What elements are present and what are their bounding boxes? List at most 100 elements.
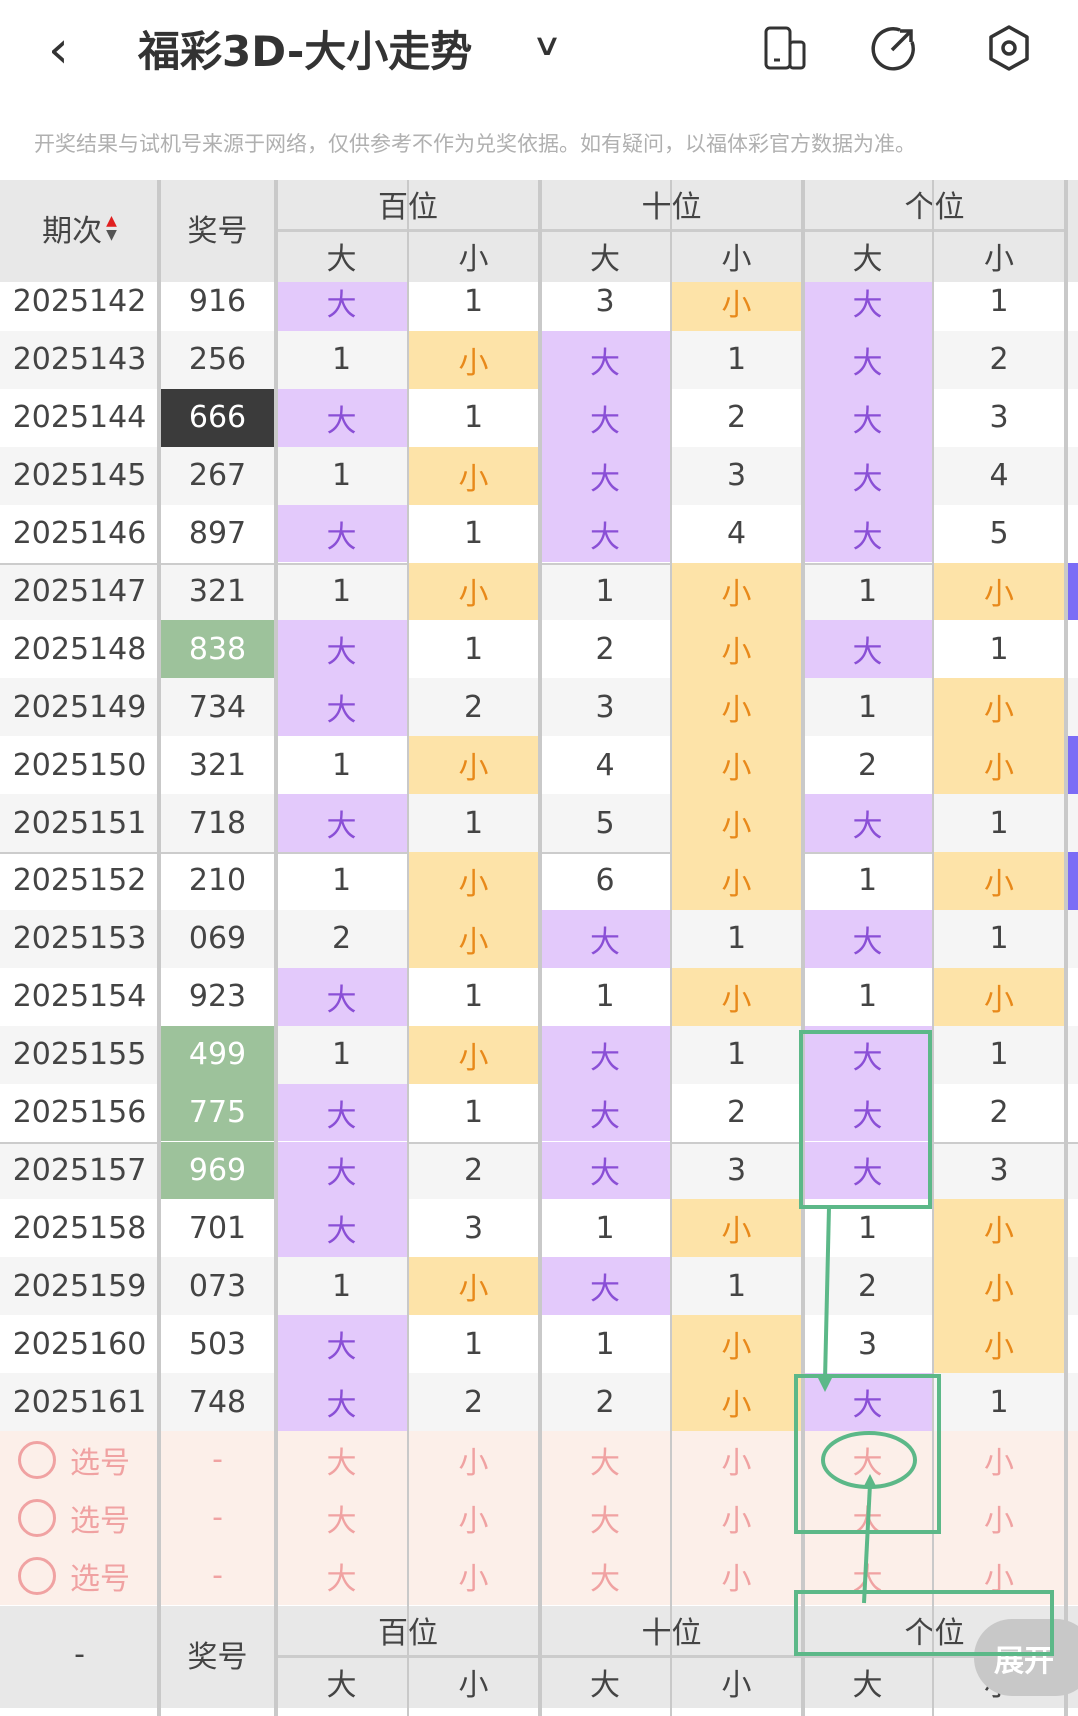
pick-small-option[interactable]: 小 bbox=[458, 1445, 489, 1481]
big-cell: 大 bbox=[803, 504, 932, 563]
expand-button[interactable]: 展开 bbox=[974, 1619, 1078, 1696]
share-icon[interactable] bbox=[870, 24, 918, 72]
miss-count-cell: 3 bbox=[463, 1210, 484, 1246]
miss-count-cell: 4 bbox=[595, 747, 615, 783]
big-cell: 大 bbox=[540, 1141, 670, 1200]
big-cell: 大 bbox=[803, 794, 932, 852]
number-cell: 969 bbox=[159, 1141, 276, 1200]
small-cell: 小 bbox=[407, 562, 540, 621]
miss-count-cell: 1 bbox=[726, 1037, 747, 1073]
page-title[interactable]: 福彩3D-大小走势 bbox=[138, 27, 473, 76]
period-cell: 2025147 bbox=[12, 573, 147, 609]
small-cell: 小 bbox=[932, 852, 1066, 910]
miss-count-cell: 3 bbox=[989, 400, 1009, 436]
pick-small-option[interactable]: 小 bbox=[721, 1445, 752, 1481]
number-cell: 503 bbox=[188, 1326, 247, 1362]
miss-count-cell: 1 bbox=[595, 979, 615, 1015]
miss-count-cell: 2 bbox=[989, 1095, 1009, 1131]
period-cell: 2025156 bbox=[12, 1095, 147, 1131]
pick-small-option[interactable]: 小 bbox=[721, 1561, 752, 1597]
big-cell: 大 bbox=[803, 1141, 932, 1200]
small-cell: 小 bbox=[670, 1373, 803, 1431]
miss-count-cell: 1 bbox=[595, 573, 615, 609]
pick-small-option[interactable]: 小 bbox=[458, 1503, 489, 1539]
pick-select-button[interactable]: 选号 bbox=[0, 1431, 159, 1489]
period-cell: 2025160 bbox=[12, 1326, 147, 1362]
small-cell: 小 bbox=[670, 620, 803, 679]
pick-big-option[interactable]: 大 bbox=[590, 1445, 620, 1481]
sub-header-big: 大 bbox=[590, 242, 620, 277]
miss-count-cell: 1 bbox=[331, 458, 352, 494]
pick-small-option[interactable]: 小 bbox=[984, 1561, 1014, 1597]
radio-circle-icon[interactable] bbox=[18, 1556, 56, 1595]
big-cell: 大 bbox=[276, 388, 407, 447]
miss-count-cell: 1 bbox=[726, 921, 747, 957]
pick-big-option[interactable]: 大 bbox=[852, 1503, 883, 1539]
big-cell: 大 bbox=[803, 620, 932, 679]
number-cell: 267 bbox=[188, 458, 247, 494]
miss-count-cell: 1 bbox=[989, 284, 1009, 320]
number-cell: 069 bbox=[188, 921, 247, 957]
sort-icon[interactable]: ▲ ▼ bbox=[106, 213, 117, 243]
number-cell: 321 bbox=[188, 747, 247, 783]
pick-label: 选号 bbox=[70, 1445, 130, 1481]
big-cell: 大 bbox=[276, 504, 407, 563]
chevron-down-icon[interactable]: ∨ bbox=[531, 28, 563, 63]
small-cell: 小 bbox=[670, 967, 803, 1026]
small-cell: 小 bbox=[932, 562, 1066, 621]
pick-big-option[interactable]: 大 bbox=[326, 1561, 357, 1597]
number-cell: 775 bbox=[159, 1083, 276, 1142]
pick-small-option[interactable]: 小 bbox=[984, 1503, 1014, 1539]
number-cell: 718 bbox=[188, 805, 247, 841]
miss-count-cell: 2 bbox=[857, 747, 878, 783]
miss-count-cell: 1 bbox=[463, 631, 484, 667]
pick-big-option[interactable]: 大 bbox=[326, 1503, 357, 1539]
column-divider bbox=[801, 180, 805, 1716]
miss-count-cell: 1 bbox=[331, 1037, 352, 1073]
pick-number: - bbox=[212, 1442, 223, 1478]
miss-count-cell: 5 bbox=[989, 516, 1009, 552]
miss-count-cell: 1 bbox=[463, 516, 484, 552]
big-cell: 大 bbox=[803, 446, 932, 505]
chevron-left-icon[interactable]: ‹ bbox=[48, 20, 69, 80]
big-cell: 大 bbox=[540, 504, 670, 563]
scroll-marker bbox=[1068, 736, 1078, 795]
number-cell: 748 bbox=[188, 1384, 247, 1420]
device-switch-icon[interactable] bbox=[760, 24, 808, 72]
period-cell: 2025148 bbox=[12, 631, 147, 667]
pick-big-option[interactable]: 大 bbox=[590, 1503, 620, 1539]
period-cell: 2025159 bbox=[12, 1268, 147, 1304]
pick-big-option[interactable]: 大 bbox=[590, 1561, 620, 1597]
pick-big-option[interactable]: 大 bbox=[326, 1445, 357, 1481]
small-cell: 小 bbox=[407, 446, 540, 505]
sub-header-small: 小 bbox=[458, 242, 489, 277]
pick-small-option[interactable]: 小 bbox=[721, 1503, 752, 1539]
big-cell: 大 bbox=[803, 388, 932, 447]
pick-big-option[interactable]: 大 bbox=[852, 1445, 883, 1481]
miss-count-cell: 1 bbox=[595, 1210, 615, 1246]
period-cell: 2025158 bbox=[12, 1210, 147, 1246]
miss-count-cell: 2 bbox=[463, 1152, 484, 1188]
miss-count-cell: 1 bbox=[989, 1384, 1009, 1420]
miss-count-cell: 1 bbox=[463, 284, 484, 320]
pick-select-button[interactable]: 选号 bbox=[0, 1547, 159, 1605]
sub-header-small: 小 bbox=[984, 242, 1014, 277]
big-cell: 大 bbox=[276, 273, 407, 331]
miss-count-cell: 2 bbox=[331, 921, 352, 957]
pick-label: 选号 bbox=[70, 1503, 130, 1539]
big-cell: 大 bbox=[803, 909, 932, 968]
miss-count-cell: 1 bbox=[595, 1326, 615, 1362]
miss-count-cell: 6 bbox=[595, 863, 615, 899]
pick-small-option[interactable]: 小 bbox=[458, 1561, 489, 1597]
period-sort-header[interactable]: 期次 ▲ ▼ bbox=[42, 213, 117, 249]
radio-circle-icon[interactable] bbox=[18, 1498, 56, 1537]
pick-select-button[interactable]: 选号 bbox=[0, 1489, 159, 1547]
pick-small-option[interactable]: 小 bbox=[984, 1445, 1014, 1481]
pick-big-option[interactable]: 大 bbox=[852, 1561, 883, 1597]
settings-icon[interactable] bbox=[985, 24, 1033, 72]
small-cell: 小 bbox=[407, 1257, 540, 1316]
radio-circle-icon[interactable] bbox=[18, 1440, 56, 1479]
miss-count-cell: 1 bbox=[331, 863, 352, 899]
big-cell: 大 bbox=[803, 1083, 932, 1142]
small-cell: 小 bbox=[932, 736, 1066, 795]
